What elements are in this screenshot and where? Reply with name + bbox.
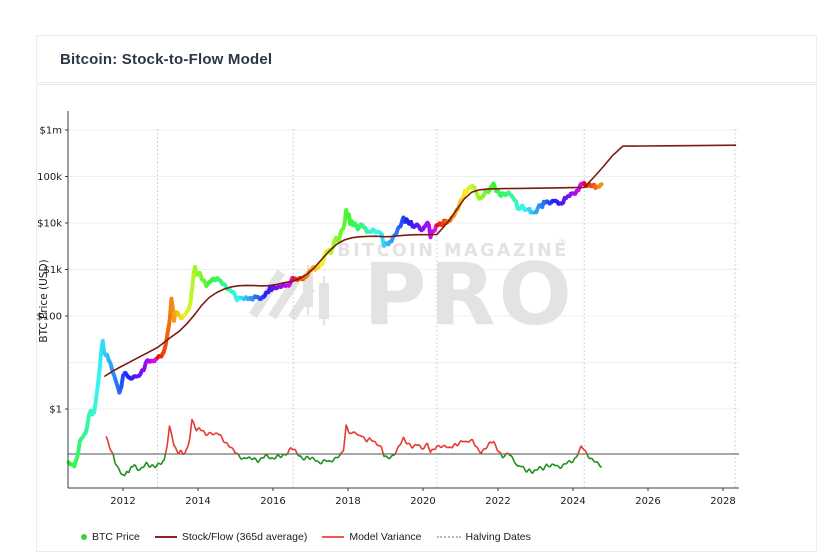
page-title: Bitcoin: Stock-to-Flow Model bbox=[60, 50, 273, 68]
legend-swatch-line-icon bbox=[154, 536, 177, 538]
y-axis-title: BTC Price (USD) bbox=[38, 259, 50, 342]
chart-legend: BTC Price Stock/Flow (365d average) Model … bbox=[81, 531, 531, 543]
watermark-registered-icon: ® bbox=[558, 238, 567, 248]
variance-line-negative bbox=[112, 453, 603, 477]
y-tick-label: $10k bbox=[37, 219, 62, 230]
x-tick-label: 2026 bbox=[635, 496, 660, 507]
x-tick-label: 2028 bbox=[710, 496, 735, 507]
y-tick-label: $1k bbox=[43, 265, 62, 276]
legend-label: Model Variance bbox=[349, 531, 422, 543]
x-tick-label: 2016 bbox=[260, 496, 285, 507]
x-tick-label: 2022 bbox=[485, 496, 510, 507]
x-tick-label: 2020 bbox=[410, 496, 435, 507]
legend-item-stock-flow-365d-average[interactable]: Stock/Flow (365d average) bbox=[154, 531, 308, 543]
watermark-text-line1: BITCOIN MAGAZINE bbox=[337, 241, 568, 261]
legend-swatch-dot-icon bbox=[81, 534, 87, 540]
legend-item-model-variance[interactable]: Model Variance bbox=[322, 531, 422, 543]
x-tick-label: 2024 bbox=[560, 496, 585, 507]
legend-swatch-line-icon bbox=[322, 536, 345, 538]
axes: $1m $100k $10k $1k $100 $1 2012 2014 2016 2018 202… bbox=[37, 111, 739, 507]
btc-price-series bbox=[66, 180, 604, 469]
y-tick-label: $1 bbox=[49, 405, 62, 416]
legend-item-halving-dates[interactable]: Halving Dates bbox=[436, 531, 531, 543]
watermark-text-line2: PRO bbox=[363, 245, 574, 345]
stock-to-flow-chart[interactable]: BITCOIN MAGAZINE®PRO$1m$100k$10k$1k$100$… bbox=[37, 85, 816, 551]
x-tick-label: 2014 bbox=[185, 496, 210, 507]
legend-label: BTC Price bbox=[92, 531, 140, 543]
stock-flow-line bbox=[103, 144, 737, 378]
variance-line-positive bbox=[105, 418, 588, 455]
y-tick-label: $100 bbox=[37, 312, 62, 323]
legend-label: Stock/Flow (365d average) bbox=[181, 531, 308, 543]
y-tick-label: $1m bbox=[40, 126, 62, 137]
legend-label: Halving Dates bbox=[465, 531, 531, 543]
chart-card: BITCOIN MAGAZINE®PRO$1m$100k$10k$1k$100$… bbox=[36, 84, 817, 552]
watermark: BITCOIN MAGAZINE®PRO bbox=[249, 238, 574, 345]
legend-swatch-dash-icon bbox=[436, 536, 461, 538]
x-tick-label: 2012 bbox=[110, 496, 135, 507]
y-tick-label: $100k bbox=[37, 172, 62, 183]
x-tick-label: 2018 bbox=[335, 496, 360, 507]
legend-item-btc-price[interactable]: BTC Price bbox=[81, 531, 140, 543]
chart-title-card: Bitcoin: Stock-to-Flow Model bbox=[36, 35, 817, 83]
